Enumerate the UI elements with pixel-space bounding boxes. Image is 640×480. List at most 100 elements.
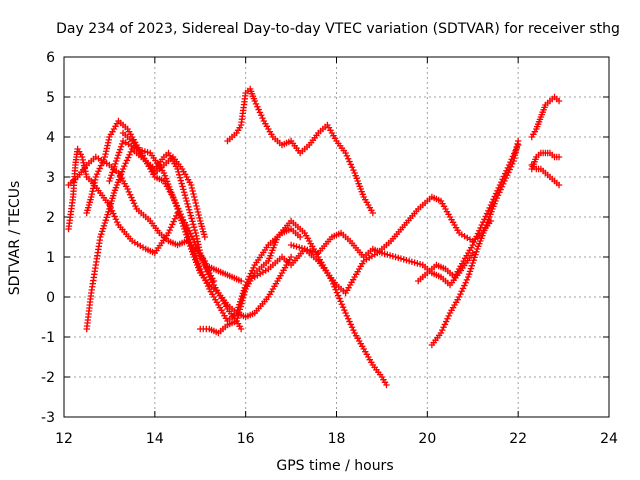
data-point <box>235 311 242 319</box>
data-point <box>497 186 504 193</box>
data-point <box>181 225 188 233</box>
data-point <box>339 303 347 311</box>
data-point <box>201 233 208 241</box>
data-point <box>117 143 125 150</box>
data-point <box>189 187 196 195</box>
data-point <box>342 149 349 157</box>
x-tick-label: 12 <box>55 431 73 447</box>
data-point <box>287 253 295 261</box>
data-point <box>501 177 508 185</box>
data-point <box>350 166 357 174</box>
data-point <box>234 314 241 322</box>
data-point <box>441 321 449 328</box>
data-point <box>503 172 511 179</box>
data-point <box>369 209 377 217</box>
data-point <box>113 157 120 165</box>
data-point <box>186 240 193 247</box>
data-point <box>346 318 353 325</box>
data-point <box>463 276 471 284</box>
data-point <box>186 242 194 250</box>
data-point <box>239 297 246 304</box>
data-point <box>92 173 99 181</box>
data-point <box>112 216 120 223</box>
data-point <box>465 271 473 278</box>
data-point <box>348 324 356 331</box>
series-arc-4 <box>83 145 208 333</box>
data-point <box>333 289 341 296</box>
data-point <box>555 153 563 161</box>
data-point <box>192 199 199 207</box>
data-point <box>514 137 522 145</box>
data-point <box>483 210 491 217</box>
data-point <box>462 279 469 286</box>
data-point <box>114 154 121 162</box>
data-point <box>178 217 185 224</box>
plot-frame <box>63 56 610 418</box>
data-point <box>132 202 139 210</box>
series-arc-12 <box>428 137 522 349</box>
data-point <box>505 169 512 176</box>
data-point <box>237 325 245 333</box>
data-point <box>461 282 468 289</box>
data-point <box>296 233 304 241</box>
data-point <box>170 218 177 225</box>
data-point <box>337 298 344 305</box>
data-point <box>459 285 467 292</box>
data-point <box>347 321 354 328</box>
data-point <box>97 162 105 169</box>
data-point <box>114 152 122 159</box>
y-tick-label: 0 <box>46 290 55 306</box>
data-point <box>437 329 445 337</box>
data-point <box>125 188 133 196</box>
data-point <box>498 183 506 190</box>
data-point <box>126 191 134 198</box>
data-point <box>496 189 503 196</box>
data-point <box>195 211 202 219</box>
data-point <box>101 219 109 227</box>
data-point <box>125 154 132 161</box>
data-point <box>555 97 563 105</box>
y-tick-label: 5 <box>46 90 55 106</box>
data-point <box>344 155 352 162</box>
data-point <box>444 315 451 322</box>
data-point <box>99 159 106 166</box>
data-point <box>124 185 131 193</box>
data-point <box>108 172 115 179</box>
data-point <box>121 162 128 170</box>
data-point <box>175 171 183 179</box>
data-point <box>182 228 189 236</box>
data-point <box>97 233 104 241</box>
data-point <box>177 177 185 184</box>
data-point <box>167 224 175 231</box>
data-point <box>180 186 187 193</box>
data-point <box>259 114 266 122</box>
series-arc-6 <box>119 129 245 285</box>
data-point <box>185 203 192 211</box>
data-point <box>346 158 353 165</box>
data-point <box>171 215 179 222</box>
y-axis-label: SDTVAR / TECUs <box>7 181 23 296</box>
data-point <box>238 300 245 307</box>
data-point <box>95 168 102 175</box>
data-point <box>250 264 257 272</box>
data-point <box>175 168 182 176</box>
data-point <box>255 106 262 113</box>
data-point <box>350 326 357 334</box>
data-point <box>116 146 124 153</box>
data-point <box>165 229 172 237</box>
data-point <box>492 197 499 205</box>
data-point <box>256 109 264 116</box>
data-point <box>191 226 199 234</box>
data-point <box>506 166 513 173</box>
data-point <box>188 184 196 192</box>
data-point <box>183 231 190 238</box>
data-point <box>191 196 199 204</box>
data-point <box>166 226 173 234</box>
data-point <box>180 222 187 230</box>
data-point <box>180 189 188 196</box>
data-point <box>114 218 121 226</box>
data-point <box>179 220 186 227</box>
data-point <box>129 197 136 204</box>
data-point <box>189 218 196 225</box>
